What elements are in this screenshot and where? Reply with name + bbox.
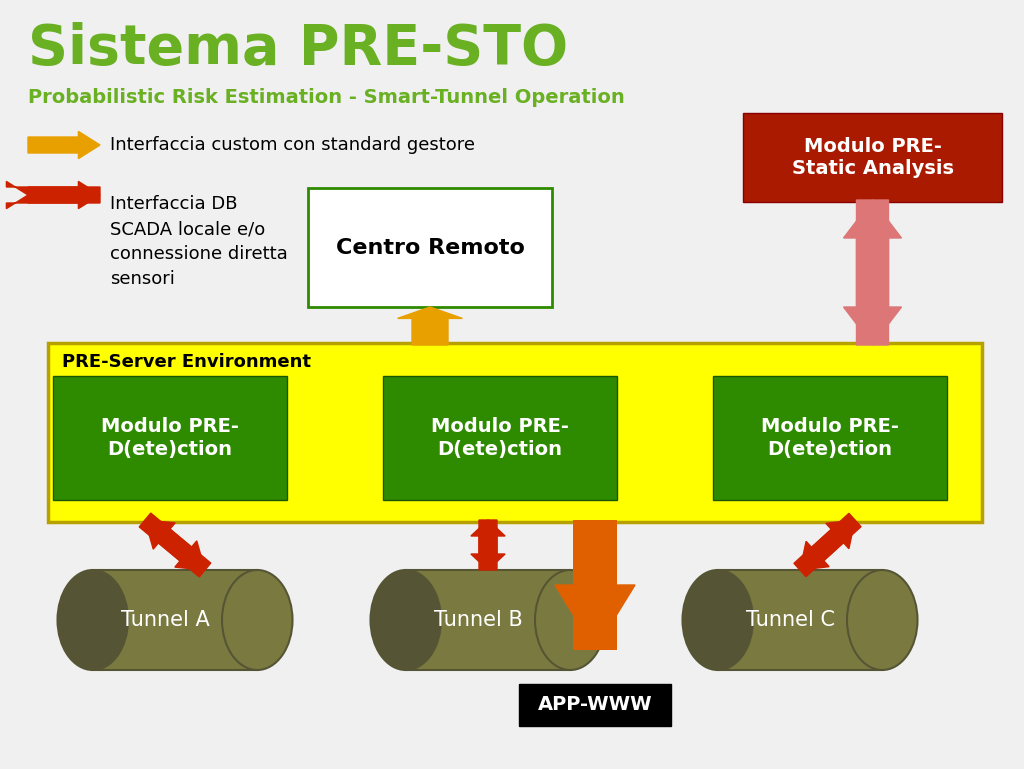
FancyArrow shape (800, 514, 861, 570)
FancyArrow shape (145, 520, 211, 577)
Text: Sistema PRE-STO: Sistema PRE-STO (28, 22, 568, 76)
FancyBboxPatch shape (383, 376, 617, 500)
FancyBboxPatch shape (53, 376, 287, 500)
Bar (406, 570, 570, 670)
FancyArrow shape (844, 200, 901, 345)
FancyArrow shape (471, 520, 505, 570)
Ellipse shape (847, 570, 918, 670)
FancyBboxPatch shape (48, 343, 982, 522)
Text: PRE-Server Environment: PRE-Server Environment (62, 353, 311, 371)
FancyArrow shape (139, 513, 205, 570)
FancyArrow shape (555, 585, 635, 650)
Text: APP-WWW: APP-WWW (538, 695, 652, 714)
Bar (93, 570, 257, 670)
Text: Tunnel B: Tunnel B (433, 610, 522, 630)
FancyArrow shape (844, 200, 901, 345)
Text: Modulo PRE-
D(ete)ction: Modulo PRE- D(ete)ction (101, 417, 239, 459)
FancyBboxPatch shape (743, 113, 1002, 202)
Text: Interfaccia DB
SCADA locale e/o
connessione diretta
sensori: Interfaccia DB SCADA locale e/o connessi… (110, 195, 288, 288)
Text: Probabilistic Risk Estimation - Smart-Tunnel Operation: Probabilistic Risk Estimation - Smart-Tu… (28, 88, 625, 107)
FancyArrow shape (6, 181, 100, 208)
Ellipse shape (222, 570, 293, 670)
Ellipse shape (371, 570, 441, 670)
Text: Modulo PRE-
D(ete)ction: Modulo PRE- D(ete)ction (431, 417, 569, 459)
FancyArrow shape (28, 181, 100, 208)
Ellipse shape (683, 570, 753, 670)
Ellipse shape (535, 570, 605, 670)
FancyArrow shape (794, 520, 855, 577)
FancyBboxPatch shape (519, 684, 671, 726)
FancyBboxPatch shape (308, 188, 552, 307)
Bar (718, 570, 883, 670)
Text: Tunnel A: Tunnel A (121, 610, 209, 630)
Bar (573, 520, 617, 650)
FancyBboxPatch shape (713, 376, 947, 500)
FancyArrow shape (28, 131, 100, 158)
FancyArrow shape (471, 520, 505, 570)
Text: Centro Remoto: Centro Remoto (336, 238, 524, 258)
Ellipse shape (57, 570, 128, 670)
Text: Tunnel C: Tunnel C (745, 610, 835, 630)
FancyArrow shape (397, 307, 463, 345)
Text: Modulo PRE-
Static Analysis: Modulo PRE- Static Analysis (792, 137, 953, 178)
Text: Modulo PRE-
D(ete)ction: Modulo PRE- D(ete)ction (761, 417, 899, 459)
Text: Interfaccia custom con standard gestore: Interfaccia custom con standard gestore (110, 136, 475, 154)
